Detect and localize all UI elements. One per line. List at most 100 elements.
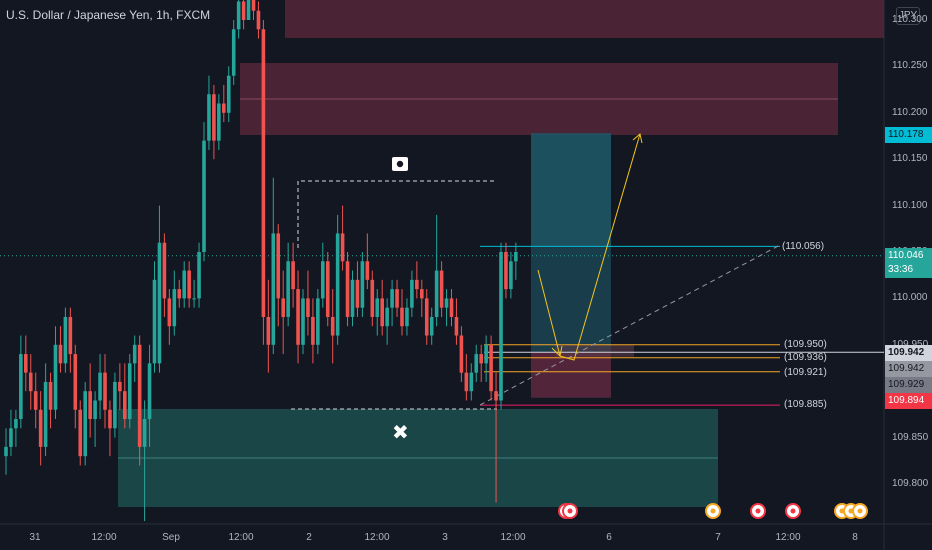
level-label-fib1: (109.950): [784, 339, 827, 350]
candle-body: [93, 400, 97, 420]
candle-body: [484, 344, 488, 364]
candle-body: [123, 391, 127, 420]
candle-body: [306, 298, 310, 317]
candle-body: [177, 289, 182, 299]
candle-body: [14, 419, 18, 429]
candle-body: [192, 298, 196, 300]
candle-body: [499, 252, 503, 401]
target-price-badge: 110.178: [885, 127, 932, 143]
candle-body: [355, 279, 360, 308]
candle-body: [137, 344, 142, 447]
level-label-stop: (109.885): [784, 399, 827, 410]
candle-body: [390, 289, 394, 308]
candle-body: [434, 270, 439, 317]
candle-body: [256, 10, 261, 30]
price-tick-label: 109.950: [892, 339, 928, 350]
candle-body: [271, 233, 276, 345]
candle-body: [103, 372, 107, 410]
level-badge-3: 109.929: [885, 377, 932, 393]
candle-body: [63, 316, 68, 364]
event-marker-icon-dot: [755, 508, 761, 514]
candle-body: [316, 298, 320, 345]
candle-body: [301, 298, 305, 345]
candle-body: [172, 289, 177, 327]
candle-body: [415, 279, 419, 290]
time-tick-label: 12:00: [364, 532, 390, 543]
candle-body: [217, 103, 221, 141]
supply-zone-upper: [285, 0, 884, 38]
level-badge-2: 109.942: [885, 361, 932, 377]
candle-body: [58, 344, 63, 364]
candle-body: [113, 381, 117, 429]
long-position-target-zone: [531, 133, 611, 247]
candle-body: [43, 381, 48, 447]
candle-body: [28, 372, 33, 392]
candle-body: [370, 279, 375, 317]
time-tick-label: 12:00: [775, 532, 801, 543]
candle-body: [236, 1, 241, 30]
candle-body: [226, 75, 231, 113]
candle-body: [118, 381, 122, 392]
candle-body: [261, 29, 266, 317]
candle-body: [187, 270, 191, 299]
event-marker-icon-dot: [857, 508, 863, 514]
candle-body: [142, 419, 147, 447]
candle-body: [444, 298, 449, 308]
symbol-title: U.S. Dollar / Japanese Yen, 1h, FXCM: [6, 8, 211, 22]
candle-body: [410, 279, 414, 308]
candle-body: [375, 298, 380, 317]
candle-body: [360, 261, 365, 308]
long-position-stop-zone: [531, 352, 611, 398]
candle-body: [127, 363, 132, 420]
event-marker-icon-dot: [567, 508, 573, 514]
price-tick-label: 110.000: [892, 292, 928, 304]
x-mark-icon: ✖: [392, 422, 409, 444]
range-top-line: [297, 180, 497, 248]
price-tick-label: 109.800: [892, 478, 929, 489]
candle-body: [330, 316, 335, 336]
time-tick-label: 6: [606, 532, 612, 543]
candle-body: [98, 372, 102, 401]
candle-body: [429, 316, 434, 336]
candle-body: [162, 242, 167, 299]
candle-body: [132, 344, 137, 364]
candle-body: [167, 298, 172, 327]
candle-body: [157, 242, 162, 364]
time-tick-label: 8: [852, 532, 858, 543]
level-badge-1: 109.942: [885, 345, 932, 361]
candle-body: [469, 372, 474, 392]
candle-body: [311, 316, 315, 345]
candle-body: [4, 446, 8, 457]
candle-body: [439, 270, 444, 308]
candle-body: [291, 261, 295, 290]
candle-body: [251, 0, 256, 11]
candle-body: [202, 140, 206, 252]
candle-body: [321, 261, 325, 299]
candle-body: [400, 307, 404, 327]
entry-highlight: [555, 344, 634, 357]
price-tick-label: 110.100: [892, 199, 928, 211]
candle-body: [454, 316, 459, 336]
candle-body: [345, 261, 350, 317]
candle-body: [197, 252, 201, 299]
price-tick-label: 109.850: [892, 431, 929, 443]
event-marker-icon-dot: [790, 508, 796, 514]
level-label-fib2: (109.936): [784, 352, 827, 363]
candle-body: [509, 261, 513, 290]
candle-body: [78, 409, 83, 457]
time-tick-label: 7: [715, 532, 721, 543]
flag-icon-center: [396, 160, 404, 168]
candle-body: [152, 279, 157, 364]
currency-selector[interactable]: JPY: [896, 7, 920, 25]
candle-body: [350, 279, 355, 317]
candle-body: [365, 261, 370, 280]
candle-body: [276, 233, 281, 299]
candle-body: [449, 298, 454, 317]
candle-body: [147, 363, 152, 420]
candle-body: [19, 354, 23, 420]
candle-body: [207, 94, 211, 141]
candle-body: [246, 0, 251, 20]
stop-price-badge: 109.894: [885, 393, 932, 409]
